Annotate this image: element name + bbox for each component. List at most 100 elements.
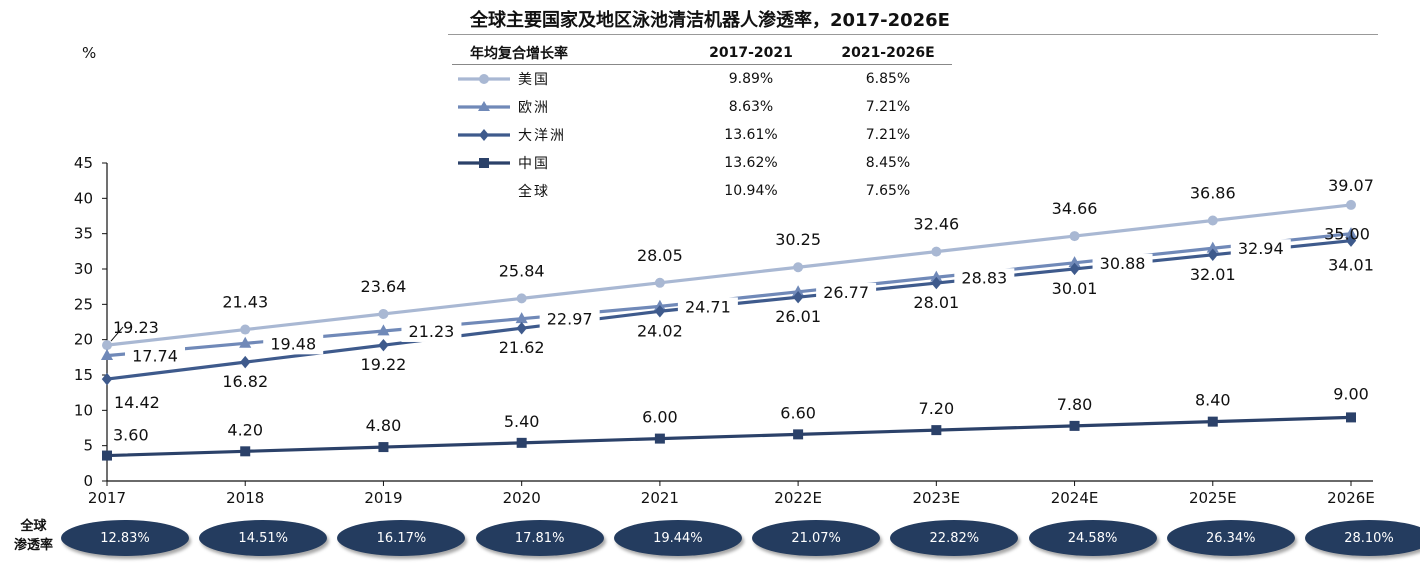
series-0-point: [102, 340, 112, 351]
cagr-header-label: 年均复合增长率: [452, 42, 678, 65]
series-0-point: [378, 308, 389, 319]
x-tick-label: 2018: [226, 489, 264, 507]
series-1-data-label: 28.83: [961, 268, 1007, 287]
cagr-row: 全球 10.94% 7.65%: [452, 177, 952, 205]
penetration-badge: 19.44%: [613, 520, 742, 556]
series-1-point: [239, 336, 252, 348]
series-1-point: [1344, 227, 1358, 239]
leader-line: [110, 326, 124, 342]
series-3-point: [1207, 416, 1218, 427]
series-1-point: [377, 324, 390, 336]
series-0-point: [793, 262, 804, 273]
series-2-data-label: 34.01: [1328, 256, 1374, 275]
series-0-data-label: 23.64: [361, 277, 407, 296]
penetration-badge: 12.83%: [61, 520, 189, 556]
cagr-row: 欧洲 8.63% 7.21%: [452, 93, 952, 121]
series-2-data-label: 21.62: [499, 338, 545, 357]
series-3-point: [1346, 412, 1356, 423]
cagr-2017-2021-value: 13.62%: [724, 155, 778, 171]
series-3-point: [1069, 420, 1080, 431]
cagr-header-2017-2021: 2017-2021: [678, 42, 824, 65]
series-3-point: [240, 446, 251, 457]
series-3-point: [516, 437, 527, 448]
x-tick-label: 2025E: [1189, 489, 1237, 507]
penetration-badge: 22.82%: [890, 520, 1019, 556]
penetration-badge: 16.17%: [337, 520, 466, 556]
series-1-data-label: 22.97: [547, 310, 593, 329]
series-1-data-label: 30.88: [1100, 254, 1146, 273]
series-0-point: [1346, 199, 1356, 210]
series-2-data-label: 24.02: [637, 321, 683, 340]
series-0-data-label: 36.86: [1190, 184, 1236, 203]
cagr-row: 美国 9.89% 6.85%: [452, 65, 952, 94]
cagr-row: 中国 13.62% 8.45%: [452, 149, 952, 177]
x-tick-label: 2020: [503, 489, 541, 507]
series-1-point: [792, 285, 805, 297]
penetration-label-line1: 全球: [20, 519, 47, 534]
series-3-data-label: 4.80: [366, 416, 402, 435]
y-tick-label: 5: [83, 437, 93, 455]
series-3-point: [102, 450, 112, 461]
series-3-data-label: 6.00: [642, 408, 678, 427]
series-0-point: [654, 277, 665, 288]
series-3-data-label: 9.00: [1333, 384, 1369, 403]
legend-region-label: 欧洲: [518, 100, 550, 116]
y-tick-label: 45: [74, 154, 93, 172]
data-label-bg: [816, 282, 877, 303]
series-2-point: [101, 372, 113, 386]
cagr-2021-2026e-value: 7.21%: [865, 99, 911, 115]
cagr-2021-2026e-value: 6.85%: [865, 71, 911, 87]
cagr-2021-2026e-value: 8.45%: [865, 155, 911, 171]
series-3-data-label: 6.60: [780, 403, 816, 422]
x-tick-label: 2026E: [1327, 489, 1375, 507]
legend-region-label: 全球: [518, 184, 550, 200]
y-tick-label: 20: [74, 331, 93, 349]
y-tick-label: 30: [74, 260, 93, 278]
series-0-data-label: 39.07: [1328, 176, 1374, 195]
series-3-data-label: 7.20: [919, 399, 955, 418]
x-tick-label: 2021: [641, 489, 679, 507]
series-0-point: [516, 293, 527, 304]
y-axis-unit: %: [82, 44, 97, 62]
series-line-3: [106, 415, 1352, 458]
cagr-2017-2021-value: 13.61%: [724, 127, 778, 143]
series-1-data-label: 21.23: [409, 322, 455, 341]
cagr-row: 大洋洲 13.61% 7.21%: [452, 121, 952, 149]
y-tick-label: 10: [74, 401, 93, 419]
series-3-data-label: 8.40: [1195, 391, 1231, 410]
penetration-label-line2: 渗透率: [14, 538, 54, 553]
series-0-data-label: 21.43: [222, 293, 268, 312]
series-1-point: [1206, 241, 1219, 253]
series-3-point: [378, 442, 389, 453]
data-label-bg: [401, 321, 462, 342]
series-0-point: [931, 246, 942, 257]
data-label-bg: [1230, 239, 1291, 260]
series-2-point: [516, 321, 527, 335]
title-divider: [448, 34, 1378, 35]
x-tick-label: 2022E: [774, 489, 822, 507]
series-3-point: [793, 429, 804, 440]
cagr-2017-2021-value: 9.89%: [728, 71, 774, 87]
series-2-point: [792, 290, 804, 304]
series-0-point: [1069, 231, 1080, 242]
series-3-data-label: 3.60: [113, 426, 149, 445]
series-2-data-label: 14.42: [114, 393, 160, 412]
legend-region-label: 大洋洲: [518, 128, 566, 144]
series-0-data-label: 32.46: [913, 215, 959, 234]
chart-title: 全球主要国家及地区泳池清洁机器人渗透率，2017-2026E: [470, 10, 950, 31]
series-0-data-label: 28.05: [637, 246, 683, 265]
series-3-data-label: 5.40: [504, 412, 540, 431]
data-label-bg: [263, 334, 324, 355]
series-1-point: [930, 270, 943, 282]
cagr-header-2021-2026e: 2021-2026E: [824, 42, 952, 65]
cagr-2021-2026e-value: 7.21%: [865, 127, 911, 143]
series-3-point: [654, 433, 665, 444]
series-1-point: [515, 312, 528, 324]
y-tick-label: 15: [74, 366, 93, 384]
cagr-2017-2021-value: 8.63%: [728, 99, 774, 115]
legend-marker: [452, 156, 512, 170]
series-0-point: [240, 324, 251, 335]
series-1-data-label: 32.94: [1238, 239, 1284, 258]
